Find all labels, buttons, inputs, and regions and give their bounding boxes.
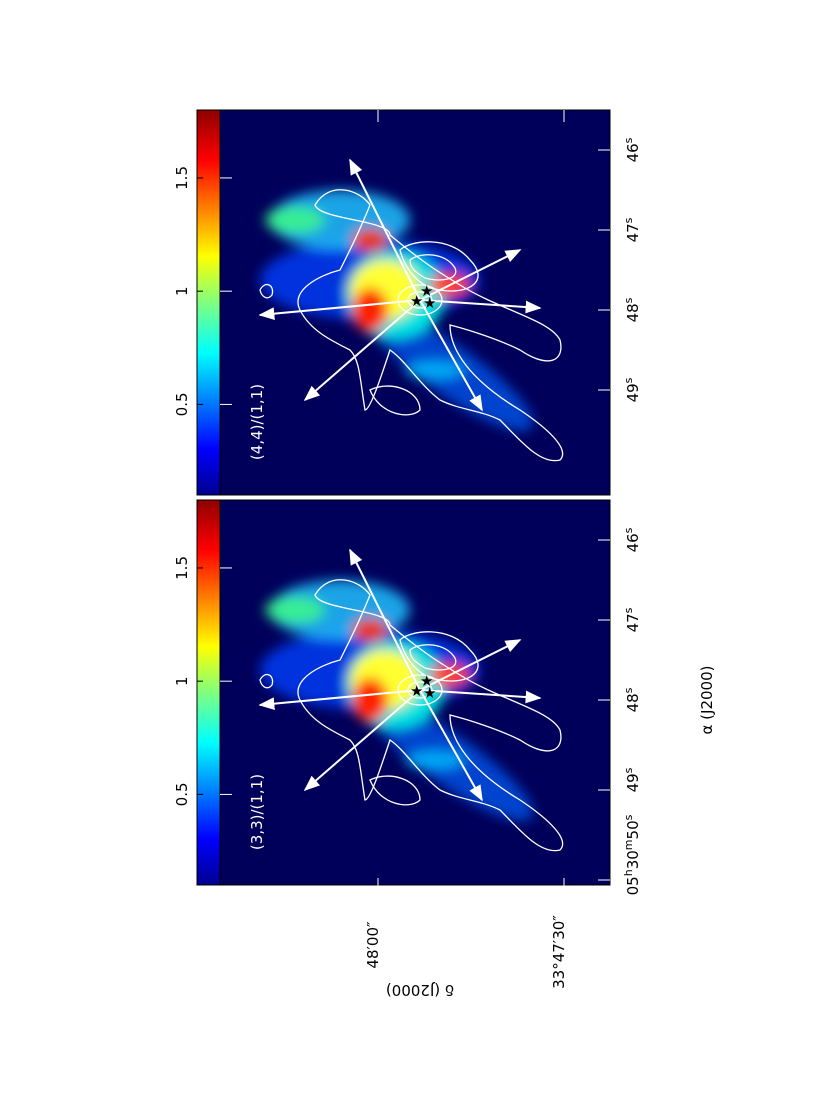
colorbar-tick-label: 1.5: [173, 556, 191, 580]
ra-tick-part: 49: [624, 773, 642, 792]
ra-tick-part: 47: [624, 613, 642, 632]
ra-tick-part: h: [622, 869, 635, 876]
ra-tick-part: 05: [624, 876, 642, 895]
intensity-map: [220, 500, 610, 885]
ra-tick-label: 49s: [622, 377, 642, 402]
colorbar-tick-label: 0.5: [173, 392, 191, 416]
panel-label: (4,4)/(1,1): [248, 384, 266, 460]
ra-tick-part: s: [622, 527, 635, 533]
ra-tick-part: s: [622, 687, 635, 693]
ra-tick-label: 46s: [622, 527, 642, 552]
ra-tick-part: 48: [624, 693, 642, 712]
ra-tick-label: 05h30m50s: [622, 814, 642, 895]
ra-tick-part: s: [622, 607, 635, 613]
ra-tick-part: s: [622, 217, 635, 223]
colorbar-tick-label: 1: [173, 676, 191, 686]
ra-tick-part: 46: [624, 143, 642, 162]
ra-tick-part: 47: [624, 223, 642, 242]
ra-tick-label: 47s: [622, 217, 642, 242]
ra-tick-label: 47s: [622, 607, 642, 632]
dec-tick-label: 48′00″: [364, 921, 382, 969]
ra-tick-part: 46: [624, 533, 642, 552]
dec-tick-label: 33°47′30″: [550, 915, 568, 989]
ra-tick-part: s: [622, 814, 635, 820]
ra-tick-label: 49s: [622, 767, 642, 792]
ra-tick-part: 50: [624, 820, 642, 839]
x-axis-label: α (J2000): [698, 666, 716, 735]
ra-tick-part: s: [622, 137, 635, 143]
panel-label: (3,3)/(1,1): [248, 774, 266, 850]
colorbar-tick-label: 0.5: [173, 782, 191, 806]
colorbar: [196, 109, 221, 496]
colorbar: [196, 499, 221, 886]
intensity-map: [220, 110, 610, 495]
y-axis-label: δ (J2000): [386, 981, 454, 999]
ra-tick-part: m: [622, 839, 635, 850]
ra-tick-part: 30: [624, 850, 642, 869]
colorbar-tick-label: 1.5: [173, 166, 191, 190]
colorbar-tick-label: 1: [173, 286, 191, 296]
ra-tick-label: 46s: [622, 137, 642, 162]
ra-tick-label: 48s: [622, 297, 642, 322]
ra-tick-part: s: [622, 767, 635, 773]
ra-tick-part: s: [622, 377, 635, 383]
ra-tick-part: 48: [624, 303, 642, 322]
ra-tick-label: 48s: [622, 687, 642, 712]
ra-tick-part: s: [622, 297, 635, 303]
ra-tick-part: 49: [624, 383, 642, 402]
